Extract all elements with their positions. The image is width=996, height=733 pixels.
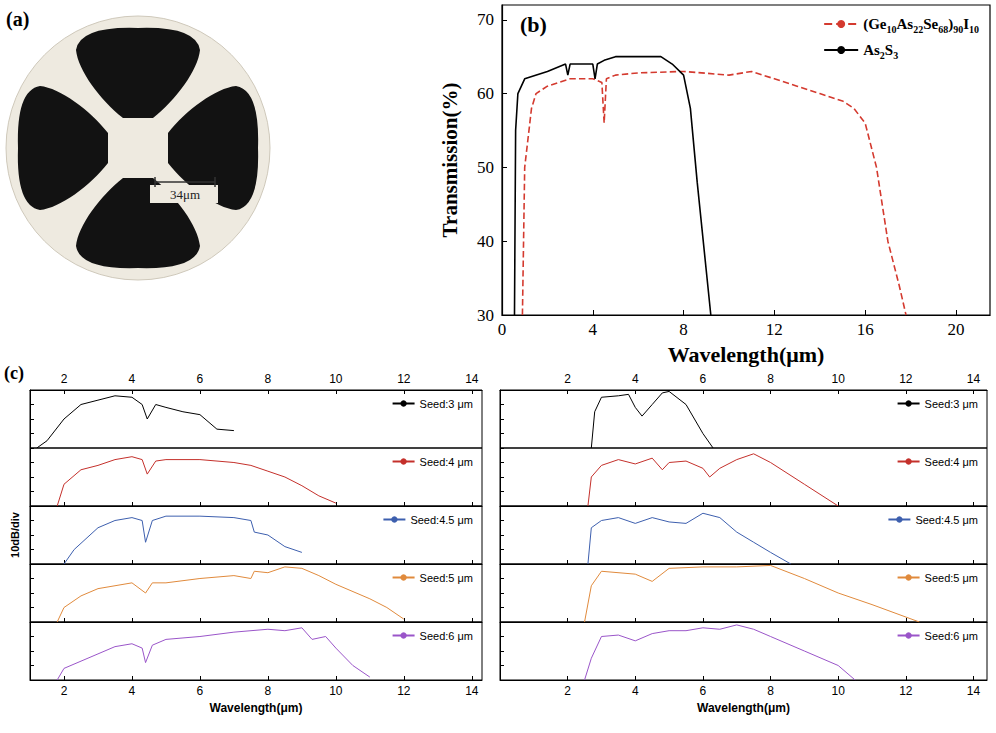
svg-text:6: 6 bbox=[197, 684, 204, 698]
svg-text:4: 4 bbox=[129, 684, 136, 698]
svg-text:2: 2 bbox=[879, 49, 885, 61]
svg-text:As: As bbox=[863, 42, 880, 58]
svg-text:Seed:3 μm: Seed:3 μm bbox=[420, 398, 473, 410]
svg-text:3: 3 bbox=[893, 50, 898, 61]
svg-text:4: 4 bbox=[589, 320, 598, 339]
svg-text:14: 14 bbox=[967, 372, 981, 386]
svg-text:2: 2 bbox=[564, 372, 571, 386]
svg-text:68: 68 bbox=[938, 24, 948, 35]
svg-text:60: 60 bbox=[477, 84, 494, 103]
svg-text:Wavelength(μm): Wavelength(μm) bbox=[668, 342, 825, 367]
svg-text:2: 2 bbox=[61, 372, 68, 386]
svg-text:Seed:3 μm: Seed:3 μm bbox=[925, 398, 978, 410]
svg-text:0: 0 bbox=[498, 320, 507, 339]
svg-text:Wavelength(μm): Wavelength(μm) bbox=[210, 701, 303, 715]
svg-text:22: 22 bbox=[913, 24, 923, 35]
svg-text:10: 10 bbox=[832, 684, 846, 698]
svg-text:12: 12 bbox=[397, 684, 411, 698]
svg-text:(b): (b) bbox=[520, 12, 547, 37]
svg-text:4: 4 bbox=[632, 372, 639, 386]
svg-text:(c): (c) bbox=[4, 363, 24, 384]
svg-text:Seed:4 μm: Seed:4 μm bbox=[925, 456, 978, 468]
svg-text:(Ge: (Ge bbox=[863, 16, 887, 33]
svg-text:14: 14 bbox=[465, 372, 479, 386]
svg-text:20: 20 bbox=[947, 320, 964, 339]
svg-text:10dB/div: 10dB/div bbox=[9, 511, 21, 558]
svg-text:10: 10 bbox=[832, 372, 846, 386]
svg-text:90: 90 bbox=[953, 24, 963, 35]
svg-text:Se: Se bbox=[923, 16, 938, 32]
svg-text:As: As bbox=[896, 16, 913, 32]
svg-text:8: 8 bbox=[265, 372, 272, 386]
svg-text:Seed:6 μm: Seed:6 μm bbox=[925, 630, 978, 642]
svg-text:8: 8 bbox=[265, 684, 272, 698]
svg-text:14: 14 bbox=[967, 684, 981, 698]
svg-text:Seed:5 μm: Seed:5 μm bbox=[420, 572, 473, 584]
svg-text:Seed:5 μm: Seed:5 μm bbox=[925, 572, 978, 584]
svg-text:4: 4 bbox=[129, 372, 136, 386]
svg-text:12: 12 bbox=[899, 372, 913, 386]
svg-text:Seed:4.5 μm: Seed:4.5 μm bbox=[410, 514, 473, 526]
svg-text:Seed:4 μm: Seed:4 μm bbox=[420, 456, 473, 468]
svg-text:10: 10 bbox=[329, 372, 343, 386]
svg-text:S: S bbox=[885, 42, 893, 58]
svg-text:8: 8 bbox=[767, 372, 774, 386]
svg-text:70: 70 bbox=[477, 10, 494, 29]
svg-text:2: 2 bbox=[61, 684, 68, 698]
svg-text:10: 10 bbox=[329, 684, 343, 698]
svg-text:(a): (a) bbox=[6, 8, 29, 31]
svg-text:16: 16 bbox=[857, 320, 874, 339]
svg-text:8: 8 bbox=[679, 320, 688, 339]
svg-text:10: 10 bbox=[969, 24, 979, 35]
svg-text:6: 6 bbox=[197, 372, 204, 386]
svg-text:4: 4 bbox=[632, 684, 639, 698]
svg-text:2: 2 bbox=[564, 684, 571, 698]
svg-text:14: 14 bbox=[465, 684, 479, 698]
svg-text:12: 12 bbox=[766, 320, 783, 339]
svg-text:Wavelength(μm): Wavelength(μm) bbox=[697, 701, 790, 715]
svg-text:34μm: 34μm bbox=[170, 187, 200, 202]
svg-text:12: 12 bbox=[899, 684, 913, 698]
svg-text:30: 30 bbox=[477, 306, 494, 325]
svg-text:I: I bbox=[963, 16, 969, 32]
svg-text:12: 12 bbox=[397, 372, 411, 386]
svg-text:40: 40 bbox=[477, 232, 494, 251]
svg-text:Transmission(%): Transmission(%) bbox=[438, 83, 462, 238]
svg-text:6: 6 bbox=[700, 684, 707, 698]
svg-text:6: 6 bbox=[700, 372, 707, 386]
svg-text:Seed:6 μm: Seed:6 μm bbox=[420, 630, 473, 642]
svg-text:8: 8 bbox=[767, 684, 774, 698]
svg-text:Seed:4.5 μm: Seed:4.5 μm bbox=[915, 514, 978, 526]
svg-text:10: 10 bbox=[886, 24, 896, 35]
svg-text:50: 50 bbox=[477, 158, 494, 177]
